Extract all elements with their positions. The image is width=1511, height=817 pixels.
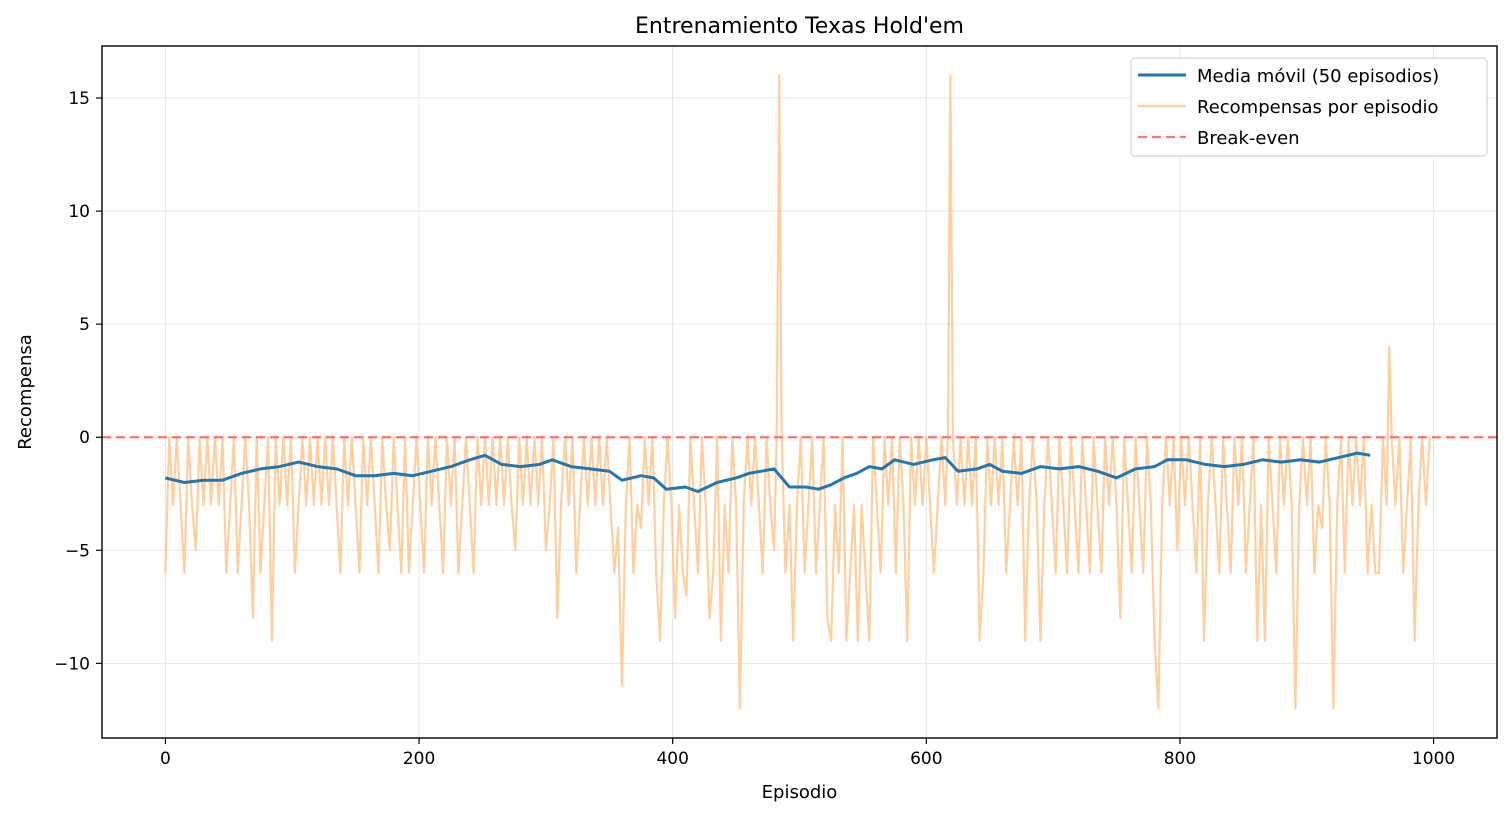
x-axis-ticks: 0 200 400 600 800 1000 — [160, 738, 1455, 769]
x-tick-label: 1000 — [1412, 749, 1455, 769]
y-tick-label: −10 — [54, 654, 90, 674]
moving-average-series — [165, 451, 1371, 493]
y-tick-label: −5 — [65, 541, 90, 561]
x-tick-label: 200 — [403, 749, 435, 769]
y-axis-ticks: −10 −5 0 5 10 15 — [54, 89, 102, 674]
legend: Media móvil (50 episodios) Recompensas p… — [1130, 57, 1488, 157]
x-tick-label: 800 — [1164, 749, 1196, 769]
x-tick-label: 600 — [910, 749, 942, 769]
plot-frame — [101, 45, 1498, 739]
y-tick-label: 10 — [68, 202, 90, 222]
y-tick-label: 0 — [79, 428, 90, 448]
moving-average-line — [165, 451, 1371, 493]
rewards-series — [164, 74, 1431, 710]
y-tick-label: 15 — [68, 89, 90, 109]
rewards-line — [164, 74, 1431, 710]
y-tick-label: 5 — [79, 315, 90, 335]
x-tick-label: 400 — [656, 749, 688, 769]
y-axis-label: Recompensa — [15, 334, 36, 450]
x-tick-label: 0 — [160, 749, 171, 769]
legend-label-rewards: Recompensas por episodio — [1197, 97, 1439, 118]
legend-label-break-even: Break-even — [1197, 128, 1300, 149]
legend-label-moving-average: Media móvil (50 episodios) — [1197, 66, 1439, 87]
x-axis-label: Episodio — [762, 782, 838, 803]
legend-box — [1130, 57, 1488, 157]
chart-title: Entrenamiento Texas Hold'em — [635, 14, 964, 39]
